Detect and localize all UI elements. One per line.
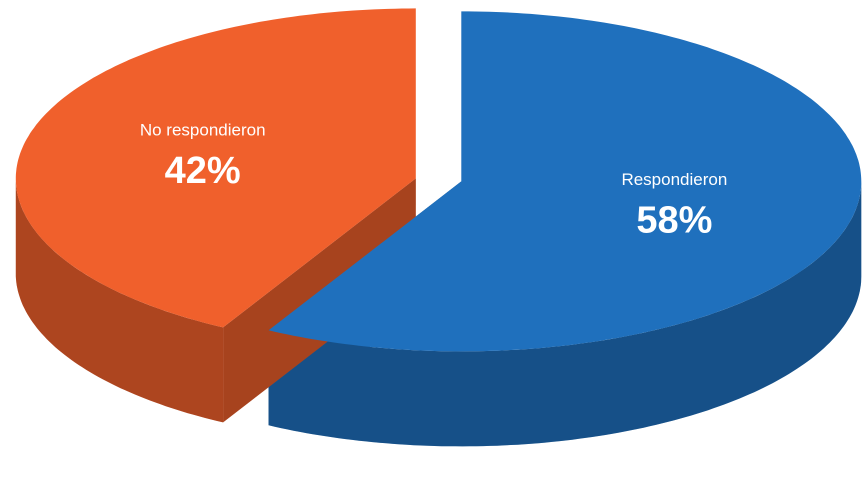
slice-side xyxy=(15,178,224,423)
slice xyxy=(15,8,416,328)
slice-side-shade xyxy=(15,178,224,423)
slice-side-shade xyxy=(268,181,862,447)
value-label: 42% xyxy=(165,150,241,192)
slice xyxy=(268,11,862,352)
slice-side xyxy=(268,181,862,447)
category-label: No respondieron xyxy=(140,121,266,140)
value-label: 58% xyxy=(636,200,712,242)
category-label: Respondieron xyxy=(621,170,727,189)
